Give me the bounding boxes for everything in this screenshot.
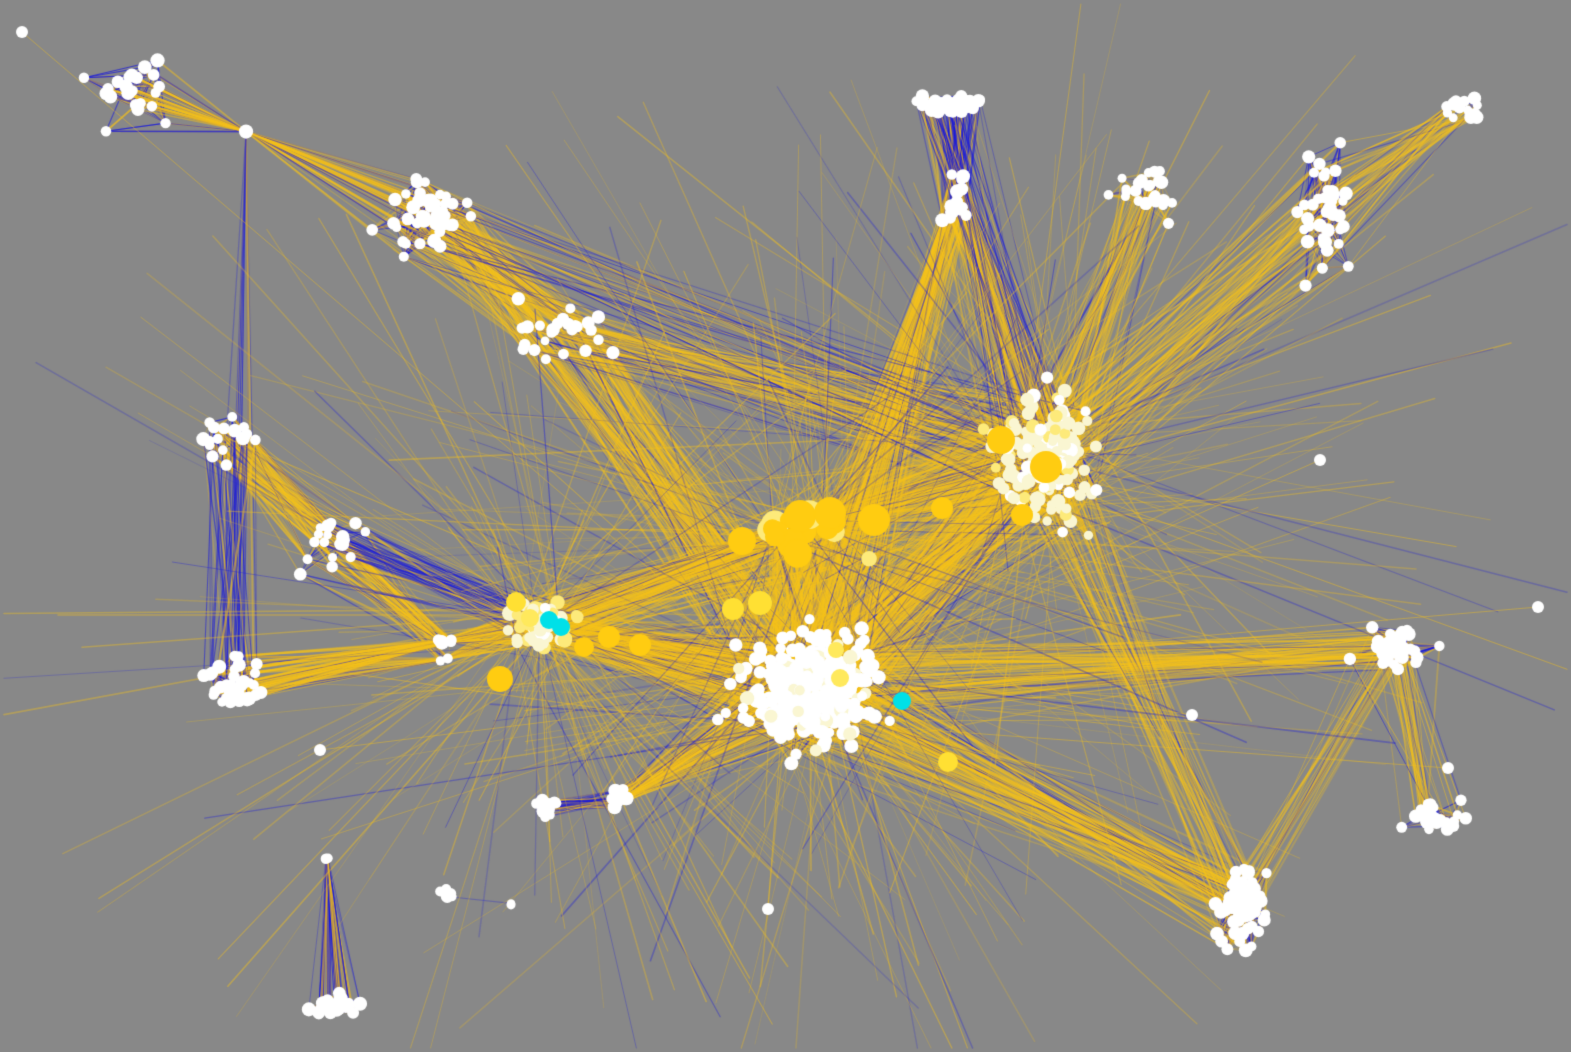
graph-canvas[interactable] bbox=[0, 0, 1571, 1052]
network-graph-visualization[interactable] bbox=[0, 0, 1571, 1052]
